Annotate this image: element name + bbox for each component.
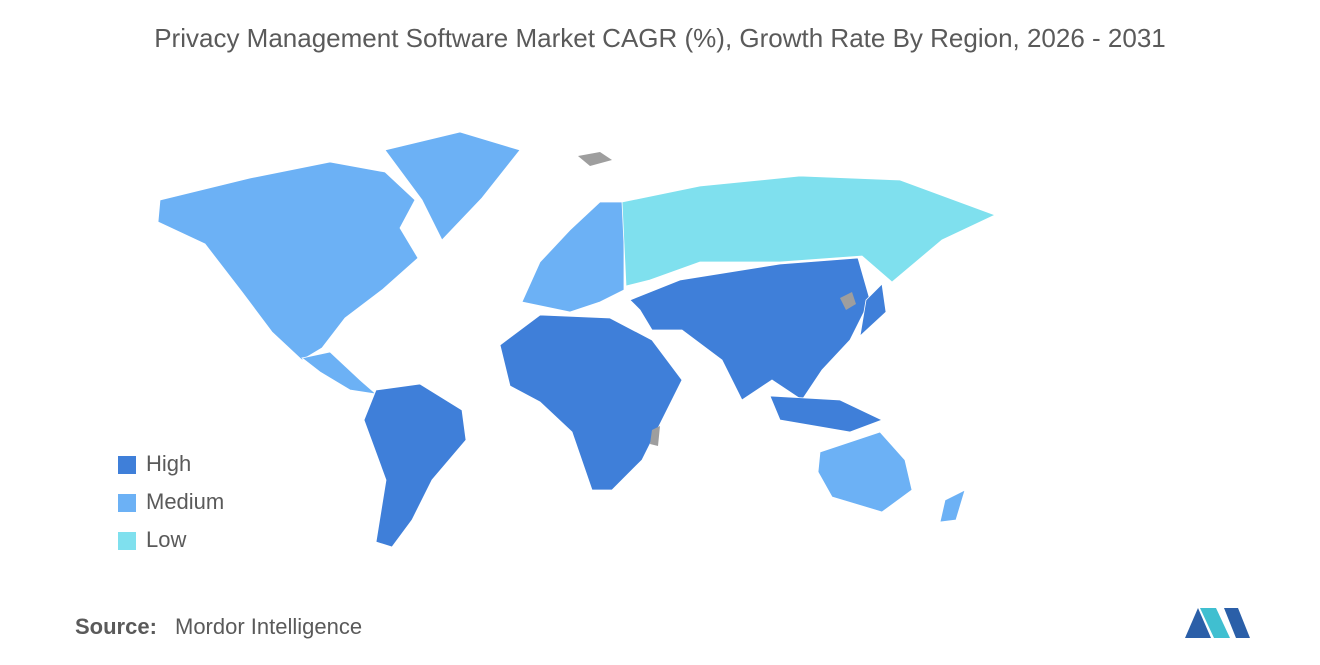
source-label: Source:	[75, 614, 157, 639]
legend-swatch	[118, 456, 136, 474]
greenland	[384, 131, 521, 241]
legend-label: Low	[146, 527, 186, 552]
russia	[621, 175, 997, 287]
legend-swatch	[118, 494, 136, 512]
logo	[1185, 608, 1250, 638]
japan	[859, 283, 887, 338]
madagascar	[650, 426, 660, 446]
legend-swatch	[118, 532, 136, 550]
europe	[521, 201, 625, 313]
north-america	[157, 161, 419, 361]
indonesia	[769, 395, 884, 433]
legend: High Medium Low	[118, 451, 224, 552]
svalbard	[578, 152, 612, 166]
australia	[817, 431, 913, 513]
central-america	[301, 351, 378, 395]
south-america	[363, 383, 467, 548]
legend-label: Medium	[146, 489, 224, 514]
korea	[840, 292, 856, 310]
new-zealand	[939, 489, 966, 523]
source-text: Mordor Intelligence	[175, 614, 362, 639]
africa	[499, 314, 683, 491]
world-map	[157, 131, 997, 548]
legend-label: High	[146, 451, 191, 476]
title: Privacy Management Software Market CAGR …	[154, 23, 1166, 53]
